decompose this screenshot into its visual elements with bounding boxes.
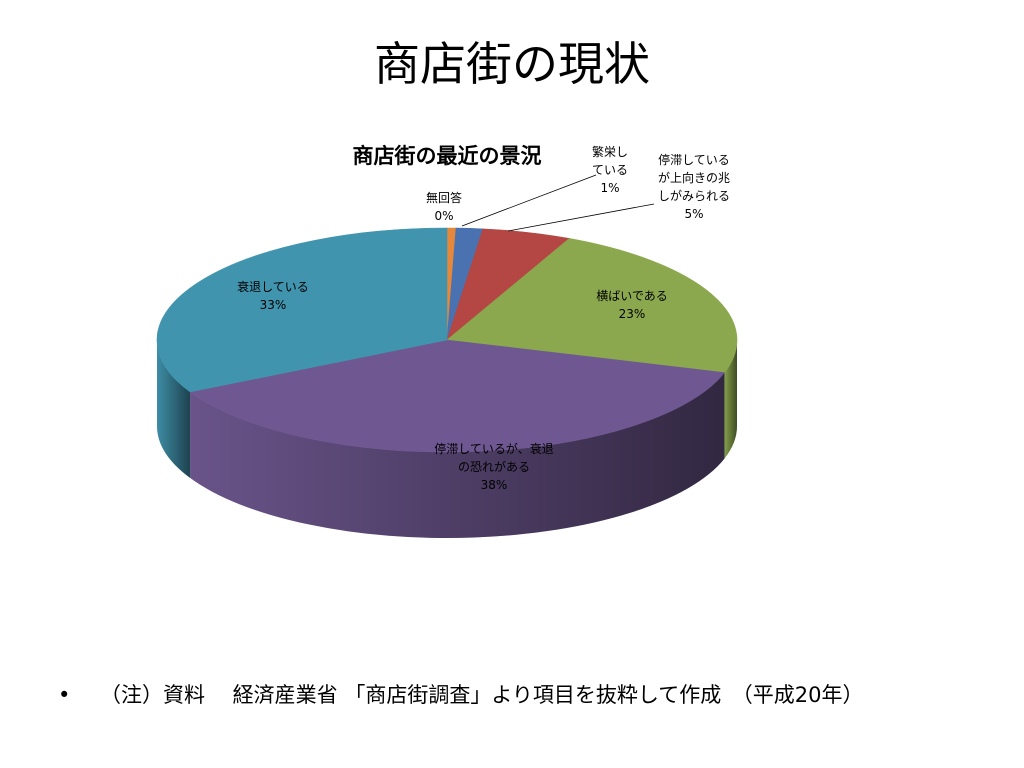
footnote: • （注）資料 経済産業省 「商店街調査」より項目を抜粋して作成 （平成20年）	[58, 680, 1008, 710]
pie-label-percent-2: 5%	[684, 207, 704, 221]
pie-tops	[156, 227, 738, 453]
pie-slice-5	[156, 227, 448, 393]
chart-title: 商店街の最近の景況	[352, 144, 542, 168]
pie-label-5: 衰退している 33%	[220, 278, 326, 314]
pie-side-3	[724, 340, 737, 459]
pie-leaders	[461, 174, 655, 232]
pie-sides	[157, 340, 737, 538]
pie-slice-4	[189, 339, 725, 453]
pie-side-4	[190, 372, 725, 538]
pie-leader-line-1	[461, 174, 597, 227]
pie-label-name-5: 衰退している	[237, 280, 309, 294]
pie-side-shade-5	[157, 340, 191, 478]
pie-label-percent-4: 38%	[480, 478, 508, 492]
pie-label-name-3: 横ばいである	[596, 289, 668, 303]
pie-label-name-2: 停滞している が上向きの兆 しがみられる	[657, 153, 730, 203]
pie-side-shade-4	[190, 372, 725, 538]
pie-side-shade-3	[724, 340, 737, 459]
pie-label-percent-3: 23%	[618, 307, 646, 321]
pie-label-3: 横ばいである 23%	[580, 287, 684, 323]
bullet-marker: •	[58, 683, 71, 707]
pie-slice-3	[446, 238, 738, 373]
slide-title: 商店街の現状	[374, 37, 650, 91]
pie-side-5	[157, 340, 191, 478]
pie-label-name-1: 繁栄し ている	[591, 145, 628, 177]
pie-label-2: 停滞している が上向きの兆 しがみられる 5%	[648, 151, 740, 223]
pie-label-percent-1: 1%	[600, 181, 620, 195]
pie-label-0: 無回答 0%	[420, 189, 468, 225]
pie-label-4: 停滞しているが、衰退 の恐れがある 38%	[412, 440, 576, 494]
pie-label-percent-5: 33%	[259, 298, 287, 312]
pie-label-name-0: 無回答	[425, 191, 462, 205]
pie-label-name-4: 停滞しているが、衰退 の恐れがある	[434, 442, 554, 474]
pie-leader-line-2	[507, 203, 655, 232]
footnote-text: （注）資料 経済産業省 「商店街調査」より項目を抜粋して作成 （平成20年）	[100, 683, 864, 707]
pie-label-percent-0: 0%	[434, 209, 454, 223]
pie-label-1: 繁栄し ている 1%	[586, 143, 634, 197]
